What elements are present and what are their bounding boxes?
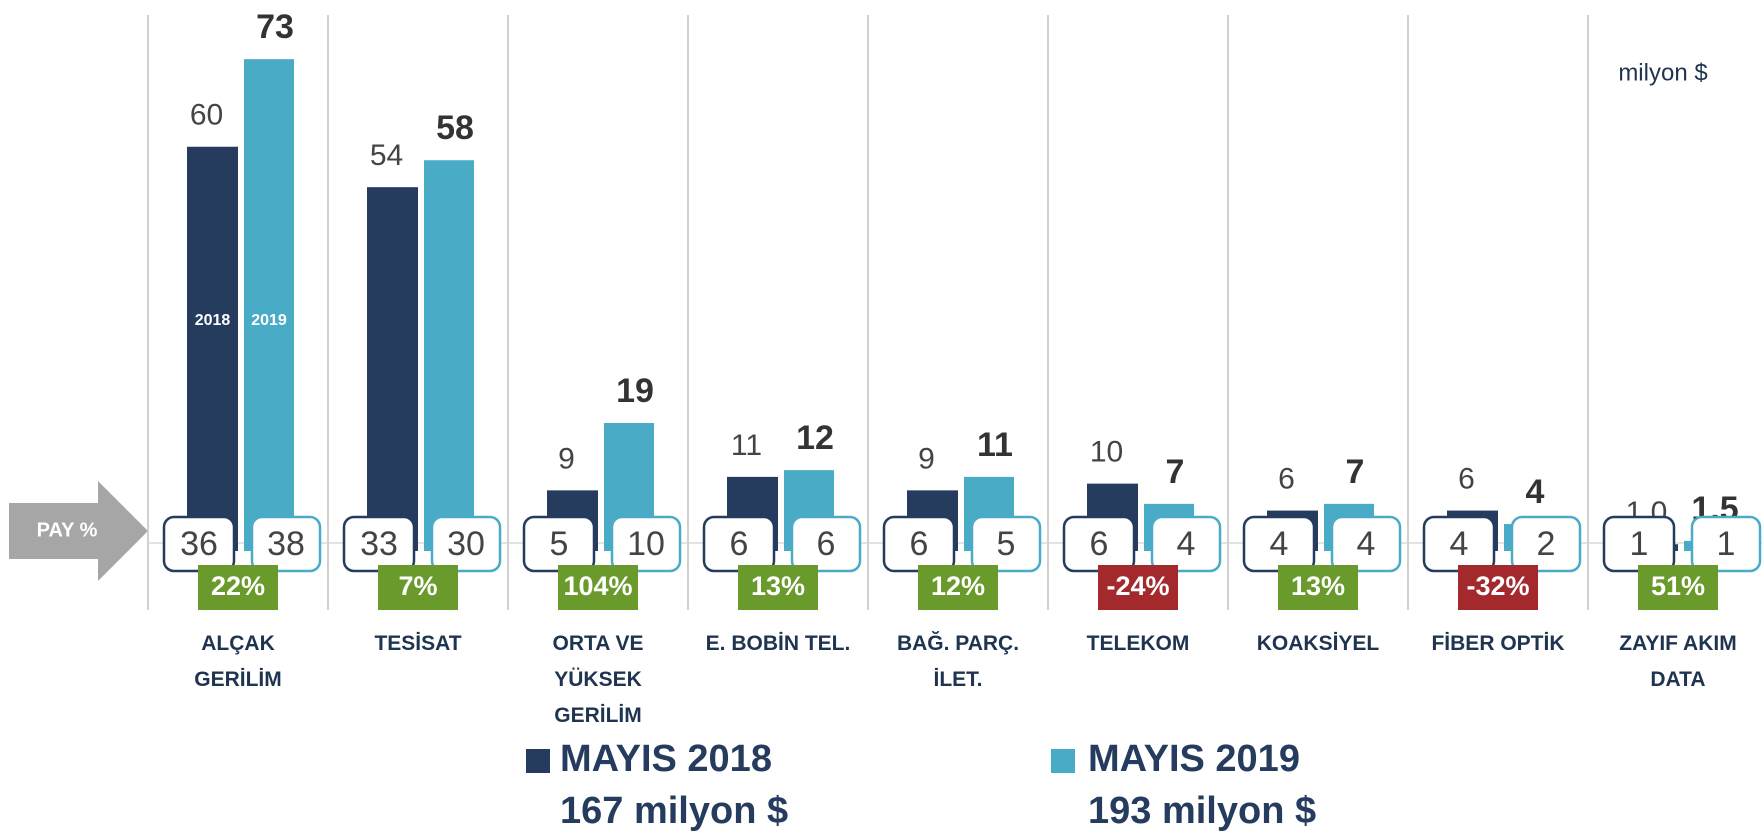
change-label: 13%	[751, 571, 805, 601]
x-tick-label: BAĞ. PARÇ. İLET.	[868, 626, 1048, 698]
x-tick-label: ALÇAK GERİLİM	[148, 626, 328, 698]
bar-label: 2018	[195, 312, 231, 329]
share-value: 6	[1090, 525, 1109, 563]
chart-canvas: PAY % milyon $ 603620187338201922%543358…	[0, 0, 1762, 836]
x-tick-label: FİBER OPTİK	[1408, 626, 1588, 662]
change-label: 51%	[1651, 571, 1705, 601]
value-label: 19	[616, 372, 654, 410]
share-value: 5	[997, 525, 1016, 563]
change-label: 7%	[398, 571, 437, 601]
legend-label: MAYIS 2019	[1088, 738, 1300, 780]
share-value: 4	[1450, 525, 1469, 563]
unit-label: milyon $	[1618, 59, 1707, 86]
value-label: 7	[1346, 453, 1365, 491]
bar	[244, 59, 294, 551]
share-value: 4	[1357, 525, 1376, 563]
share-label: PAY %	[37, 519, 98, 541]
value-label: 6	[1458, 462, 1475, 495]
value-label: 12	[796, 419, 834, 457]
value-label: 9	[558, 442, 575, 475]
value-label: 7	[1166, 453, 1185, 491]
change-label: -24%	[1106, 571, 1169, 601]
x-tick-label: TESİSAT	[328, 626, 508, 662]
share-value: 33	[360, 525, 398, 563]
x-tick-label: TELEKOM	[1048, 626, 1228, 662]
x-tick-label: ORTA VE YÜKSEK GERİLİM	[508, 626, 688, 734]
legend-label: MAYIS 2018	[560, 738, 772, 780]
value-label: 60	[190, 99, 223, 132]
share-value: 2	[1537, 525, 1556, 563]
x-tick-label: E. BOBİN TEL.	[688, 626, 868, 662]
x-tick-label: KOAKSİYEL	[1228, 626, 1408, 662]
share-value: 38	[267, 525, 305, 563]
share-value: 5	[550, 525, 569, 563]
value-label: 9	[918, 442, 935, 475]
bar	[424, 160, 474, 551]
change-label: -32%	[1466, 571, 1529, 601]
change-label: 22%	[211, 571, 265, 601]
legend-total: 167 milyon $	[560, 790, 788, 832]
share-value: 6	[817, 525, 836, 563]
bar-label: 2019	[251, 312, 287, 329]
value-label: 54	[370, 139, 403, 172]
share-value: 10	[627, 525, 665, 563]
change-label: 13%	[1291, 571, 1345, 601]
legend-swatch	[526, 749, 550, 773]
share-value: 6	[910, 525, 929, 563]
share-value: 4	[1270, 525, 1289, 563]
share-value: 1	[1717, 525, 1736, 563]
value-label: 11	[731, 429, 762, 462]
value-label: 10	[1090, 436, 1123, 469]
x-tick-label: ZAYIF AKIM DATA	[1588, 626, 1762, 698]
value-label: 4	[1526, 473, 1545, 511]
value-label: 73	[256, 8, 294, 46]
share-value: 6	[730, 525, 749, 563]
share-value: 36	[180, 525, 218, 563]
change-label: 12%	[931, 571, 985, 601]
chart: PAY % milyon $ 603620187338201922%543358…	[0, 0, 1762, 836]
share-value: 4	[1177, 525, 1196, 563]
bar	[367, 187, 418, 551]
change-label: 104%	[563, 571, 632, 601]
share-value: 30	[447, 525, 485, 563]
value-label: 58	[436, 109, 474, 147]
value-label: 6	[1278, 462, 1295, 495]
share-value: 1	[1630, 525, 1649, 563]
value-label: 11	[977, 426, 1013, 464]
legend-total: 193 milyon $	[1088, 790, 1316, 832]
legend-swatch	[1051, 749, 1075, 773]
bar	[187, 147, 238, 551]
